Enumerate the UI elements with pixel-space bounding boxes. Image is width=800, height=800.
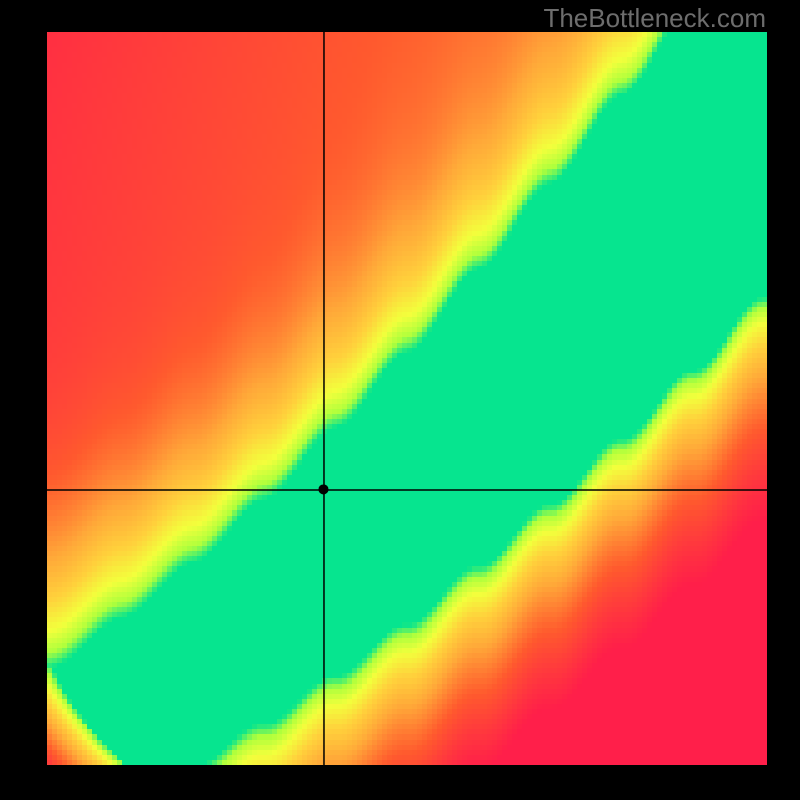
chart-stage: TheBottleneck.com <box>0 0 800 800</box>
watermark-text: TheBottleneck.com <box>543 3 766 34</box>
heatmap-canvas <box>0 0 800 800</box>
